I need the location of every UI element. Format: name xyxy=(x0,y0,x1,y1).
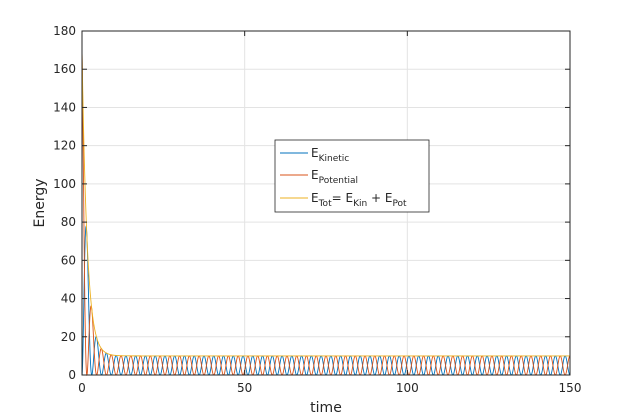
y-tick-label: 140 xyxy=(53,100,76,114)
legend-total-plus: + E xyxy=(367,191,392,205)
legend: EKinetic EPotential ETot= EKin + EPot xyxy=(274,139,430,213)
x-tick-label: 150 xyxy=(559,381,582,395)
legend-box xyxy=(274,139,430,213)
legend-kinetic-sub: Kinetic xyxy=(319,154,350,164)
y-tick-label: 60 xyxy=(61,253,76,267)
legend-label-kinetic: EKinetic xyxy=(311,146,349,164)
x-tick-label: 50 xyxy=(237,381,252,395)
y-tick-label: 80 xyxy=(61,215,76,229)
legend-total-main: E xyxy=(311,191,319,205)
series-line-total xyxy=(81,50,570,357)
legend-total-eq: = E xyxy=(332,191,353,205)
y-axis-label: Energy xyxy=(32,178,48,227)
legend-potential-main: E xyxy=(311,168,319,182)
x-tick-label: 100 xyxy=(396,381,419,395)
y-tick-label: 180 xyxy=(53,24,76,38)
plot-frame xyxy=(81,30,571,376)
y-tick-label: 100 xyxy=(53,177,76,191)
legend-label-total: ETot= EKin + EPot xyxy=(311,191,407,209)
y-tick-label: 160 xyxy=(53,62,76,76)
y-tick-label: 40 xyxy=(61,292,76,306)
y-tick-label: 20 xyxy=(61,330,76,344)
x-tick-label: 0 xyxy=(78,381,86,395)
legend-total-sub2: Kin xyxy=(353,199,367,209)
x-axis-label: time xyxy=(310,400,342,416)
legend-label-potential: EPotential xyxy=(311,168,358,186)
y-tick-label: 0 xyxy=(68,368,76,382)
legend-total-sub3: Pot xyxy=(392,199,407,209)
legend-potential-sub: Potential xyxy=(319,176,358,186)
axis-ticks: 0 50 100 150 0 20 40 60 80 100 120 140 160 180 xyxy=(53,24,581,395)
legend-kinetic-main: E xyxy=(311,146,319,160)
legend-total-sub: Tot xyxy=(318,199,332,209)
y-tick-label: 120 xyxy=(53,139,76,153)
